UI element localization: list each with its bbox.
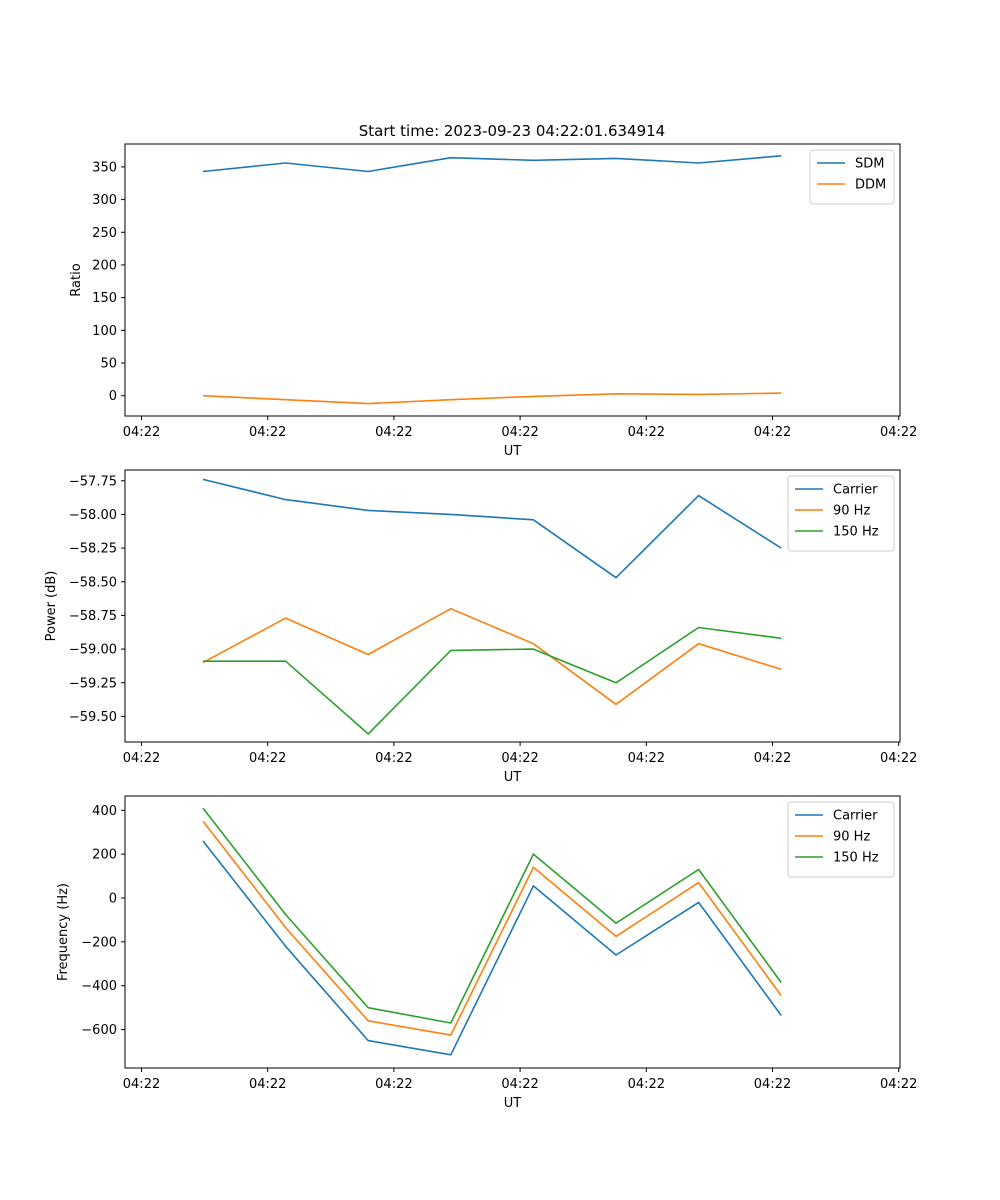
power-y-tick-label: −58.25 <box>69 542 117 557</box>
frequency-x-tick-label: 04:22 <box>375 1077 412 1092</box>
figure-title: Start time: 2023-09-23 04:22:01.634914 <box>359 122 665 140</box>
ratio-series-sdm-line <box>202 155 782 173</box>
ratio-y-tick-label: 250 <box>92 226 117 241</box>
frequency-y-tick-label: −600 <box>81 1023 117 1038</box>
frequency-x-tick-label: 04:22 <box>501 1077 538 1092</box>
frequency-legend-label: Carrier <box>833 809 878 824</box>
power-y-tick-label: −59.50 <box>69 710 117 725</box>
ratio-panel: 04:2204:2204:2204:2204:2204:2204:2204:23… <box>69 143 917 459</box>
power-y-tick-label: −59.00 <box>69 643 117 658</box>
frequency-y-tick-label: −200 <box>81 935 117 950</box>
frequency-y-tick-label: 200 <box>92 848 117 863</box>
ratio-x-tick-label: 04:22 <box>754 425 791 440</box>
ratio-axes-frame <box>124 143 901 417</box>
frequency-x-tick-label: 04:22 <box>628 1077 665 1092</box>
power-x-tick-label: 04:22 <box>628 751 665 766</box>
power-y-tick-label: −58.00 <box>69 508 117 523</box>
ratio-x-axis-label: UT <box>504 444 522 459</box>
power-x-axis-label: UT <box>504 770 522 785</box>
ratio-y-tick-label: 0 <box>109 389 117 404</box>
frequency-y-tick-label: 400 <box>92 804 117 819</box>
power-x-tick-label: 04:22 <box>375 751 412 766</box>
ratio-x-tick-label: 04:22 <box>628 425 665 440</box>
power-y-axis-label: Power (dB) <box>44 571 59 642</box>
power-y-tick-label: −57.75 <box>69 474 117 489</box>
ratio-x-tick-label: 04:22 <box>375 425 412 440</box>
power-x-tick-label: 04:22 <box>249 751 286 766</box>
ratio-y-tick-label: 50 <box>100 357 117 372</box>
frequency-axes-frame <box>124 795 901 1069</box>
frequency-x-axis-label: UT <box>504 1096 522 1111</box>
ratio-y-tick-label: 150 <box>92 291 117 306</box>
power-legend-label: 150 Hz <box>833 525 879 540</box>
ratio-legend-label: DDM <box>855 178 886 193</box>
power-x-tick-label: 04:22 <box>754 751 791 766</box>
frequency-x-tick-label: 04:22 <box>249 1077 286 1092</box>
ratio-x-tick-label: 04:22 <box>501 425 538 440</box>
power-series-carrier-line <box>202 478 782 579</box>
frequency-legend-label: 150 Hz <box>833 851 879 866</box>
ratio-y-tick-label: 200 <box>92 258 117 273</box>
frequency-x-tick-label: 04:22 <box>880 1077 917 1092</box>
power-axes-frame <box>124 469 901 743</box>
power-y-tick-label: −58.75 <box>69 609 117 624</box>
power-y-tick-label: −58.50 <box>69 575 117 590</box>
ratio-y-tick-label: 350 <box>92 160 117 175</box>
frequency-x-tick-label: 04:22 <box>754 1077 791 1092</box>
ratio-y-tick-label: 300 <box>92 193 117 208</box>
power-x-tick-label: 04:22 <box>880 751 917 766</box>
frequency-panel: 04:2204:2204:2204:2204:2204:2204:2204:23… <box>56 795 917 1111</box>
frequency-series-carrier-line <box>202 840 782 1056</box>
power-legend-label: 90 Hz <box>833 504 870 519</box>
ratio-x-tick-label: 04:22 <box>880 425 917 440</box>
frequency-y-tick-label: −400 <box>81 979 117 994</box>
ratio-y-axis-label: Ratio <box>69 263 84 296</box>
power-panel: 04:2204:2204:2204:2204:2204:2204:2204:23… <box>44 469 917 785</box>
frequency-y-tick-label: 0 <box>109 892 117 907</box>
ratio-series-ddm-line <box>202 392 782 405</box>
frequency-legend <box>787 801 895 878</box>
frequency-series-90-hz-line <box>202 820 782 1036</box>
power-y-tick-label: −59.25 <box>69 676 117 691</box>
power-legend-label: Carrier <box>833 483 878 498</box>
ratio-legend-label: SDM <box>855 157 884 172</box>
power-x-tick-label: 04:22 <box>123 751 160 766</box>
frequency-legend-label: 90 Hz <box>833 830 870 845</box>
power-legend <box>787 475 895 552</box>
ratio-x-tick-label: 04:22 <box>123 425 160 440</box>
power-series-90-hz-line <box>202 607 782 706</box>
ratio-y-tick-label: 100 <box>92 324 117 339</box>
power-series-150-hz-line <box>203 626 782 735</box>
frequency-y-axis-label: Frequency (Hz) <box>56 883 71 981</box>
frequency-series-150-hz-line <box>202 807 782 1024</box>
ratio-x-tick-label: 04:22 <box>249 425 286 440</box>
power-x-tick-label: 04:22 <box>501 751 538 766</box>
frequency-x-tick-label: 04:22 <box>123 1077 160 1092</box>
